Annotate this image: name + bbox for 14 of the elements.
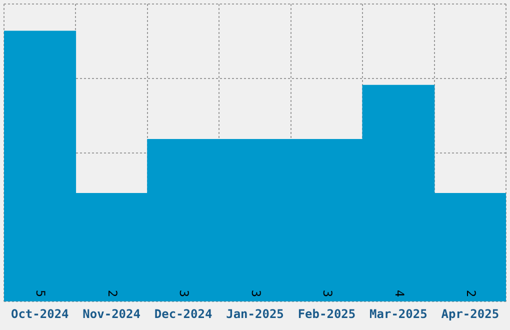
x-tick-label: Dec-2024 xyxy=(154,306,212,321)
data-label: 3 xyxy=(248,290,263,298)
data-label: 3 xyxy=(177,290,192,298)
x-tick-label: Jan-2025 xyxy=(226,306,284,321)
data-label: 4 xyxy=(392,290,406,298)
data-label: 3 xyxy=(320,290,335,298)
data-label: 2 xyxy=(464,290,478,298)
x-tick-label: Mar-2025 xyxy=(370,306,428,321)
x-tick-label: Nov-2024 xyxy=(82,306,140,321)
x-tick-label: Oct-2024 xyxy=(10,306,69,321)
x-tick-label: Apr-2025 xyxy=(441,306,500,321)
data-label: 5 xyxy=(34,290,48,298)
x-tick-label: Feb-2025 xyxy=(298,306,356,321)
data-label: 2 xyxy=(105,290,120,298)
